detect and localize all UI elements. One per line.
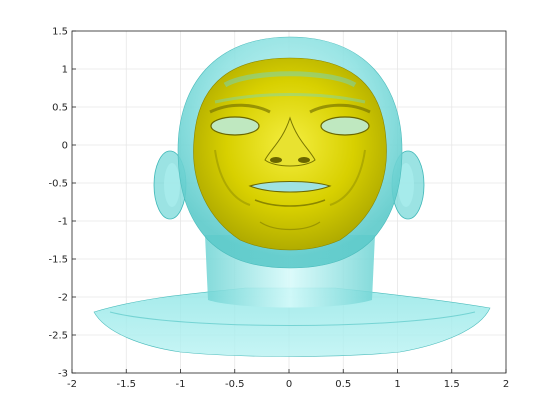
x-tick-label: 1.5 [444,379,460,390]
axis-ticks [71,30,507,374]
x-tick-label: 0.5 [335,379,351,390]
x-tick-labels: -2 -1.5 -1 -0.5 0 0.5 1 1.5 2 [67,379,509,390]
y-tick-label: -2 [58,293,68,304]
x-tick-label: -1 [176,379,186,390]
x-tick-label: -1.5 [116,379,136,390]
y-tick-label: -1.5 [48,255,68,266]
x-tick-label: 1 [394,379,400,390]
x-tick-label: 0 [286,379,292,390]
y-tick-label: -3 [58,369,68,380]
y-tick-labels: -3 -2.5 -2 -1.5 -1 -0.5 0 0.5 1 1.5 [48,27,68,380]
y-tick-label: 1.5 [52,27,68,38]
y-tick-label: 0 [62,141,68,152]
head-surface [93,36,491,357]
face-surface [193,57,387,251]
x-tick-label: -0.5 [225,379,245,390]
y-tick-label: -0.5 [48,179,68,190]
y-tick-label: 1 [62,65,68,76]
y-tick-label: -1 [58,217,68,228]
y-tick-label: 0.5 [52,103,68,114]
y-tick-label: -2.5 [48,331,68,342]
x-tick-label: -2 [67,379,77,390]
x-tick-label: 2 [503,379,509,390]
